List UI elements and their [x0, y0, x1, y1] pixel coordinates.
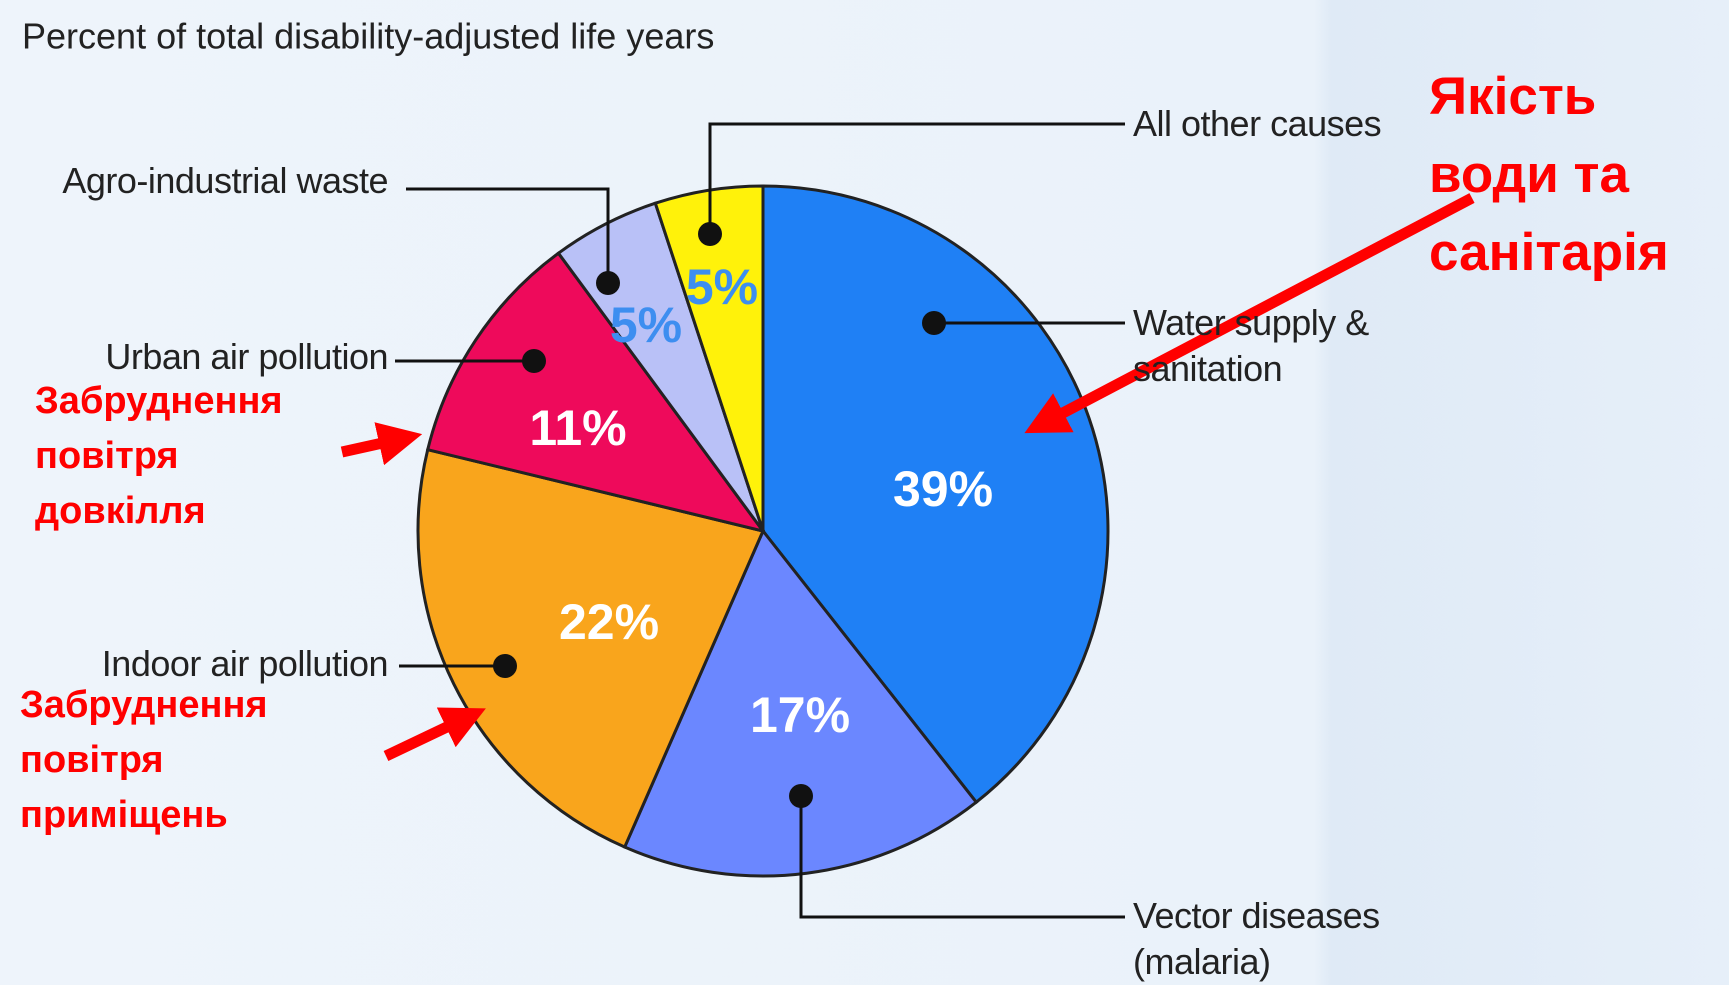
pie-slice [653, 184, 765, 532]
annotation: Якість води та санітарія [1429, 58, 1669, 292]
category-label: Water supply & sanitation [1133, 302, 1369, 389]
value-label: 5% [686, 259, 758, 315]
annotation-line: води та [1429, 145, 1629, 204]
annotation-line: повітря [35, 435, 179, 477]
value-label: 17% [750, 687, 850, 743]
annotation-line: санітарія [1429, 223, 1669, 282]
category-label: Agro-industrial waste [62, 160, 388, 201]
annotation: Забруднення повітря приміщень [20, 678, 268, 843]
leader-dot [493, 654, 517, 678]
leader-lines [395, 122, 1125, 919]
leader-line [708, 122, 1125, 234]
value-label: 11% [529, 400, 626, 456]
value-label: 39% [893, 461, 993, 517]
annotation-line: приміщень [20, 794, 228, 836]
leader-dot [789, 784, 813, 808]
arrow [383, 707, 486, 761]
annotation-line: повітря [20, 739, 164, 781]
arrow [340, 422, 423, 466]
value-labels: 39% 17% 22% 11% 5%5% [529, 259, 993, 743]
leader-line [406, 187, 610, 283]
annotation-line: Забруднення [20, 684, 268, 726]
pie-slice [761, 184, 1110, 805]
annotation-line: довкілля [35, 490, 206, 532]
pie-slice [622, 528, 979, 878]
arrows [340, 193, 1475, 761]
leader-dot [522, 349, 546, 373]
arrow [1024, 193, 1475, 434]
leader-dots [493, 222, 946, 808]
annotation-line: Якість [1429, 67, 1597, 126]
pie-slice [425, 251, 767, 534]
category-label: All other causes [1133, 103, 1382, 144]
leader-line [799, 796, 1125, 919]
pie [416, 184, 1110, 878]
value-label: 22% [559, 594, 659, 650]
leader-dot [698, 222, 722, 246]
category-label: Vector diseases (malaria) [1133, 895, 1380, 982]
category-label: Indoor air pollution [101, 643, 389, 684]
leader-dot [596, 271, 620, 295]
pie-slice [416, 447, 766, 850]
annotation-line: Забруднення [35, 380, 283, 422]
category-label: Urban air pollution [105, 336, 388, 377]
leader-dot [922, 311, 946, 335]
chart-title: Percent of total disability-adjusted lif… [22, 16, 714, 57]
annotation: Забруднення повітря довкілля [35, 374, 283, 539]
value-label: 5% [610, 297, 682, 353]
